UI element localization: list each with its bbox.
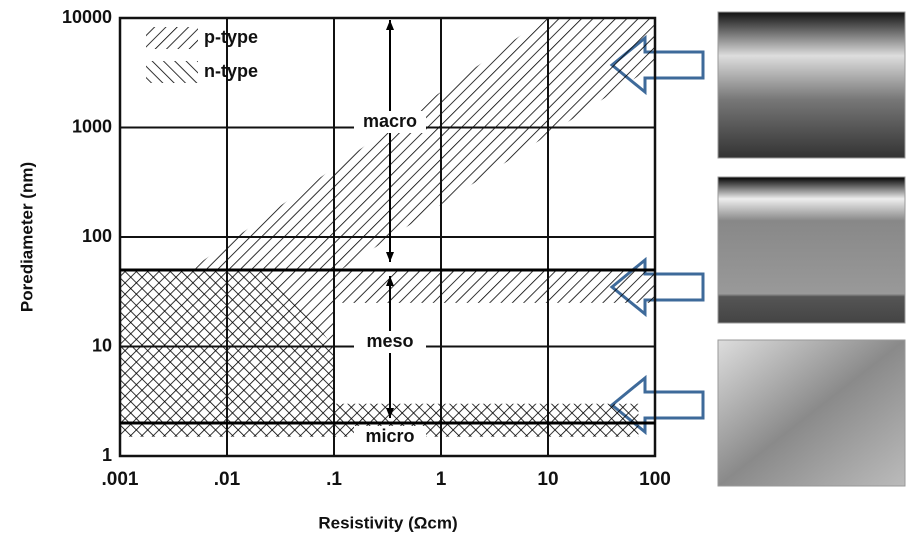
arrow-head [386, 276, 394, 286]
sem-images [717, 11, 906, 487]
legend-swatch [146, 27, 198, 49]
y-tick-label: 10 [92, 335, 112, 355]
region [120, 269, 639, 437]
arrow-head [386, 252, 394, 262]
x-tick-label: 1 [436, 469, 447, 490]
annotation: meso [366, 331, 413, 351]
annotation: macro [363, 111, 417, 131]
x-tick-label: .001 [102, 469, 139, 490]
y-tick-label: 1 [102, 445, 112, 465]
legend-label: p-type [204, 27, 258, 47]
sem-image-meso [717, 176, 906, 324]
sem-image-macro [717, 11, 906, 159]
legend-swatch [146, 61, 198, 83]
annotation-bg [354, 111, 426, 133]
arrow-head [386, 20, 394, 30]
y-tick-label: 100 [82, 226, 112, 246]
x-tick-label: .1 [326, 469, 342, 490]
plot-frame [118, 16, 657, 458]
x-tick-label: .01 [214, 469, 241, 490]
y-tick-label: 10000 [62, 7, 112, 27]
sem-image-micro [717, 339, 906, 487]
y-axis-label: Porediameter (nm) [17, 162, 36, 312]
arrow-head [386, 408, 394, 418]
annotation-bg [354, 331, 426, 353]
x-axis-label: Resistivity (Ωcm) [318, 513, 457, 532]
legend-label: n-type [204, 61, 258, 81]
annotation: micro [365, 426, 414, 446]
block-arrows [609, 34, 705, 436]
x-tick-label: 10 [537, 469, 558, 490]
x-tick-label: 100 [639, 469, 671, 490]
y-tick-label: 1000 [72, 116, 112, 136]
annotation-bg [354, 426, 426, 448]
